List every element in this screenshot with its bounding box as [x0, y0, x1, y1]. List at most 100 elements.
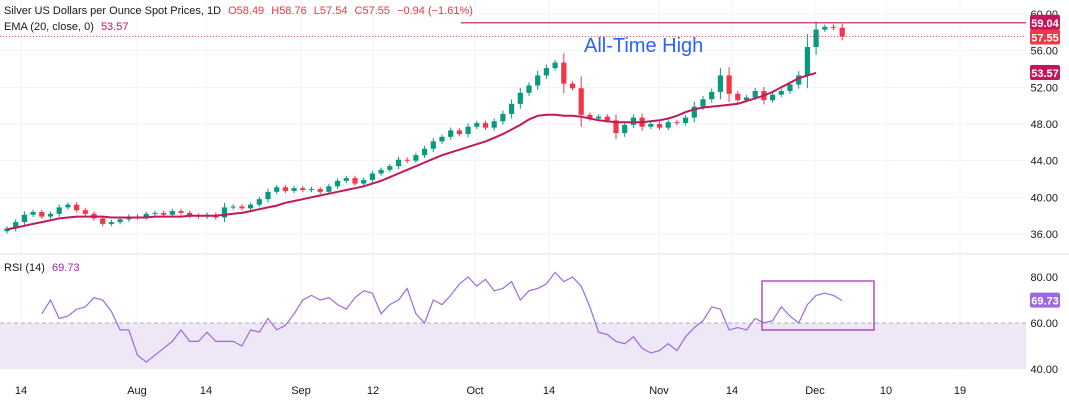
candle-body [335, 180, 341, 187]
candle-body [74, 204, 80, 211]
ema-legend-value: 53.57 [100, 21, 129, 33]
candle-body [108, 222, 114, 224]
time-tick-label: Aug [127, 385, 147, 397]
symbol-title: Silver US Dollars per Ounce Spot Prices,… [4, 5, 222, 17]
time-tick-label: 14 [726, 385, 738, 397]
price-axis: 36.00 40.00 44.00 48.00 52.00 56.00 60.00 40.00… [1030, 9, 1058, 376]
price-tick-label: 52.00 [1030, 82, 1058, 94]
candle-body [187, 212, 193, 216]
candle-body [82, 210, 88, 214]
candle-body [21, 214, 27, 223]
candle-body [596, 116, 602, 119]
time-tick-label: 14 [200, 385, 212, 397]
ema-price-tag-bg [1030, 64, 1060, 80]
candle-body [830, 26, 837, 28]
candle-body [552, 62, 558, 69]
candle-body [561, 62, 567, 84]
rsi-value-tag-bg [1030, 292, 1060, 308]
grid [0, 0, 1026, 370]
time-tick-label: 19 [954, 385, 966, 397]
rsi-tick-label: 60.00 [1030, 318, 1058, 330]
candle-body [221, 207, 228, 218]
candle-body [317, 189, 323, 192]
candle-body [839, 27, 845, 37]
candle-body [474, 123, 480, 127]
rsi-band [0, 323, 1026, 369]
candle-body [369, 173, 375, 180]
rsi-tick-label: 40.00 [1030, 364, 1058, 376]
candle-body [709, 91, 715, 100]
rsi-label: RSI (14) [4, 262, 45, 274]
candle-body [169, 211, 175, 215]
time-tick-label: 14 [15, 385, 27, 397]
candle-body [65, 204, 71, 208]
all-time-high-annotation: All-Time High [584, 35, 703, 57]
candle-body [308, 189, 315, 191]
candle-body [648, 124, 654, 127]
candle-body [796, 75, 802, 85]
candle-body [700, 99, 706, 107]
candle-body [726, 75, 732, 94]
candle-body [291, 188, 297, 191]
candle-body [526, 85, 532, 93]
price-tags: 59.04 57.55 53.57 69.73 [1030, 14, 1060, 308]
candle-body [465, 126, 471, 135]
ema-price-tag: 53.57 [1031, 68, 1059, 80]
close-value: C57.55 [354, 5, 390, 17]
candle-body [778, 91, 784, 95]
price-tick-label: 44.00 [1030, 156, 1058, 168]
candle-body [683, 117, 689, 124]
candle-body [656, 124, 663, 128]
candle-body [256, 199, 262, 205]
time-tick-label: Nov [649, 385, 669, 397]
candle-body [491, 121, 497, 128]
price-tick-label: 36.00 [1030, 229, 1058, 241]
ath-price-tag: 59.04 [1031, 18, 1059, 30]
ema-label: EMA (20, close, 0) [4, 21, 94, 33]
time-tick-label: Dec [805, 385, 825, 397]
candle-body [395, 159, 402, 167]
candle-body [404, 159, 410, 161]
candle-body [822, 26, 828, 30]
last-price-tag-bg [1030, 29, 1060, 45]
last-price-tag: 57.55 [1031, 32, 1059, 44]
candle-body [13, 222, 19, 229]
candle-body [387, 166, 393, 170]
candle-body [535, 75, 541, 86]
chart-header: Silver US Dollars per Ounce Spot Prices,… [4, 5, 477, 17]
rsi-legend: RSI (14) 69.73 [4, 262, 84, 274]
ath-price-tag-bg [1030, 14, 1060, 30]
candles [4, 21, 845, 234]
candle-body [378, 169, 384, 174]
rsi-line [41, 271, 843, 363]
candle-body [178, 211, 184, 213]
candle-body [100, 218, 106, 224]
candle-body [439, 136, 445, 142]
candle-body [448, 130, 454, 137]
candle-body [665, 122, 671, 128]
candle-body [117, 219, 123, 223]
candle-body [743, 97, 750, 101]
time-tick-label: Oct [466, 385, 483, 397]
candle-body [152, 212, 158, 214]
candle-body [691, 106, 697, 118]
candle-body [352, 178, 358, 184]
candle-body [622, 124, 628, 134]
candle-body [674, 122, 680, 124]
candle-body [39, 212, 45, 217]
candle-body [543, 68, 549, 76]
candle-body [813, 29, 819, 47]
candle-body [500, 113, 506, 122]
rsi-value-tag: 69.73 [1031, 296, 1059, 308]
time-tick-label: 14 [543, 385, 555, 397]
candle-body [230, 206, 236, 208]
candle-body [143, 213, 149, 218]
candle-body [4, 228, 10, 232]
candle-body [47, 213, 54, 217]
candle-body [30, 212, 36, 215]
candle-body [456, 130, 462, 135]
price-tick-label: 56.00 [1030, 46, 1058, 58]
candle-body [282, 187, 288, 191]
candle-body [274, 187, 280, 192]
candle-body [578, 88, 584, 115]
